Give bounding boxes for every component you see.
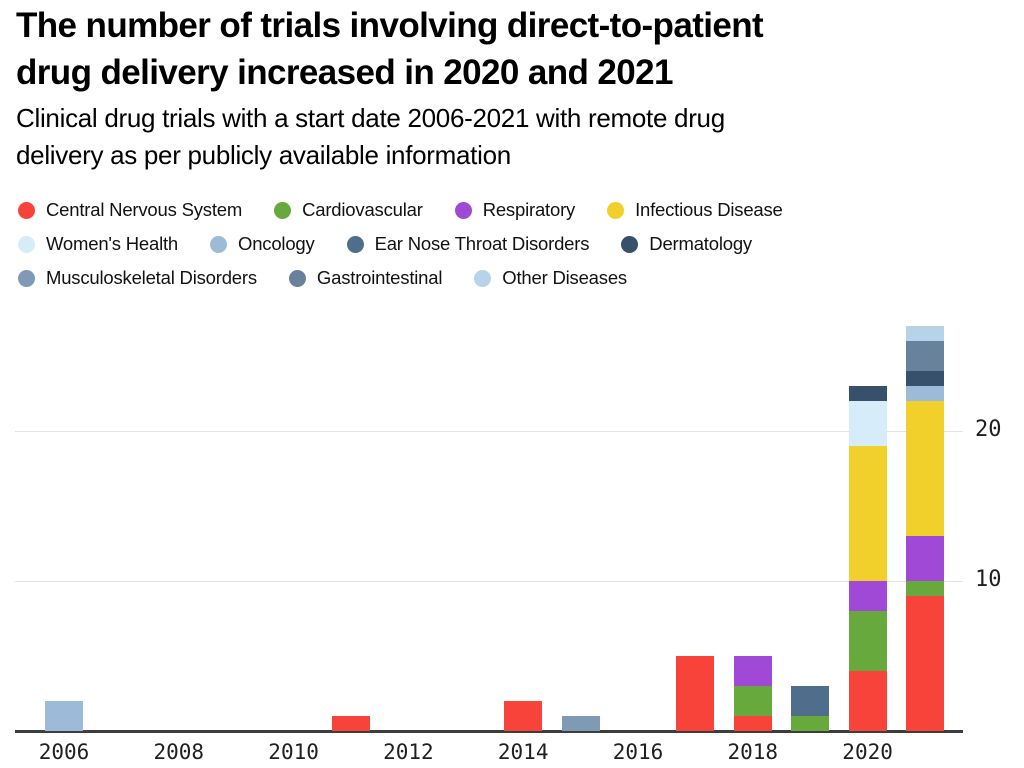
- bar-2020-segment-dermatology: [848, 386, 887, 401]
- legend-item-dermatology: Dermatology: [621, 233, 752, 255]
- chart-title-line-2: drug delivery increased in 2020 and 2021: [16, 53, 674, 92]
- legend-swatch-icon: [288, 269, 306, 287]
- legend-item-cardiovascular: Cardiovascular: [274, 199, 423, 221]
- legend-label: Central Nervous System: [46, 199, 243, 220]
- legend-item-central-nervous-system: Central Nervous System: [18, 199, 242, 221]
- bar-2019-segment-ear-nose-throat-disorders: [791, 686, 830, 716]
- legend-item-respiratory: Respiratory: [454, 199, 576, 221]
- bar-2021-segment-other-diseases: [906, 326, 944, 341]
- legend-swatch-icon: [18, 235, 35, 253]
- bar-2018-segment-central-nervous-system: [733, 716, 772, 731]
- legend-row-1: Central Nervous System Cardiovascular Resp…: [18, 199, 783, 221]
- legend-item-other-diseases: Other Diseases: [474, 267, 627, 289]
- chart-title-line-1: The number of trials involving direct-to…: [16, 6, 764, 45]
- bar-2015-segment-musculoskeletal-disorders: [561, 716, 600, 731]
- x-tick-label-2014: 2014: [497, 740, 549, 764]
- bar-2021-segment-dermatology: [906, 371, 944, 386]
- bar-2021-segment-infectious-disease: [906, 401, 944, 536]
- legend-label: Gastrointestinal: [316, 267, 443, 288]
- bar-2018-segment-cardiovascular: [733, 686, 772, 716]
- legend-swatch-icon: [18, 201, 35, 219]
- y-tick-label-20: 20: [975, 417, 1002, 442]
- bar-2021-segment-cardiovascular: [906, 581, 944, 596]
- legend-swatch-icon: [274, 201, 292, 219]
- legend-item-oncology: Oncology: [210, 233, 315, 255]
- bar-2020-segment-women-s-health: [848, 401, 887, 446]
- legend-item-women-s-health: Women's Health: [18, 233, 178, 255]
- chart-subtitle-line-2: delivery as per publicly available infor…: [16, 140, 511, 170]
- chart-subtitle: Clinical drug trials with a start date 2…: [16, 100, 725, 174]
- legend-item-infectious-disease: Infectious Disease: [607, 199, 783, 221]
- bar-2021-segment-central-nervous-system: [906, 596, 944, 731]
- x-tick-label-2010: 2010: [268, 740, 319, 764]
- chart-subtitle-line-1: Clinical drug trials with a start date 2…: [16, 103, 725, 133]
- bar-2021-segment-respiratory: [906, 536, 944, 581]
- legend-label: Infectious Disease: [635, 199, 783, 220]
- x-tick-label-2016: 2016: [612, 740, 664, 764]
- legend-row-3: Musculoskeletal Disorders Gastrointestina…: [18, 267, 783, 289]
- legend-swatch-icon: [474, 269, 492, 287]
- legend-swatch-icon: [454, 201, 472, 219]
- legend-label: Musculoskeletal Disorders: [46, 267, 257, 288]
- bar-2011-segment-central-nervous-system: [332, 716, 370, 731]
- bar-2006-segment-oncology: [45, 701, 83, 731]
- legend-swatch-icon: [346, 235, 364, 253]
- legend-label: Ear Nose Throat Disorders: [374, 233, 590, 254]
- x-tick-label-2008: 2008: [153, 740, 205, 764]
- y-gridline-10: [15, 581, 963, 582]
- bar-2019-segment-cardiovascular: [791, 716, 830, 731]
- legend-label: Dermatology: [649, 233, 752, 254]
- x-tick-label-2018: 2018: [727, 740, 779, 764]
- legend-row-2: Women's Health Oncology Ear Nose Throat Di…: [18, 233, 783, 255]
- x-tick-label-2020: 2020: [842, 740, 893, 764]
- legend-label: Oncology: [238, 233, 315, 254]
- legend-item-musculoskeletal-disorders: Musculoskeletal Disorders: [18, 267, 257, 289]
- legend-swatch-icon: [607, 201, 625, 219]
- legend-label: Cardiovascular: [302, 199, 423, 220]
- legend: Central Nervous System Cardiovascular Resp…: [18, 199, 783, 289]
- bar-2020-segment-central-nervous-system: [848, 671, 887, 731]
- legend-swatch-icon: [210, 235, 228, 253]
- bar-2014-segment-central-nervous-system: [504, 701, 543, 731]
- bar-2020-segment-respiratory: [848, 581, 887, 611]
- legend-item-ear-nose-throat-disorders: Ear Nose Throat Disorders: [346, 233, 590, 255]
- legend-label: Respiratory: [482, 199, 576, 220]
- bar-2020-segment-infectious-disease: [848, 446, 887, 581]
- bar-2021-segment-oncology: [906, 386, 944, 401]
- bar-2018-segment-respiratory: [733, 656, 772, 686]
- chart-title: The number of trials involving direct-to…: [16, 2, 764, 96]
- legend-item-gastrointestinal: Gastrointestinal: [288, 267, 443, 289]
- y-tick-label-10: 10: [975, 567, 1002, 592]
- x-tick-label-2012: 2012: [383, 740, 434, 764]
- bar-2020-segment-cardiovascular: [848, 611, 887, 671]
- bar-2021-segment-gastrointestinal: [906, 341, 944, 371]
- bar-2017-segment-central-nervous-system: [676, 656, 715, 731]
- x-tick-label-2006: 2006: [38, 740, 90, 764]
- legend-swatch-icon: [621, 235, 639, 253]
- y-gridline-20: [15, 431, 963, 432]
- legend-label: Other Diseases: [502, 267, 627, 288]
- x-axis-line: [15, 730, 963, 733]
- legend-swatch-icon: [18, 269, 35, 287]
- legend-label: Women's Health: [46, 233, 179, 254]
